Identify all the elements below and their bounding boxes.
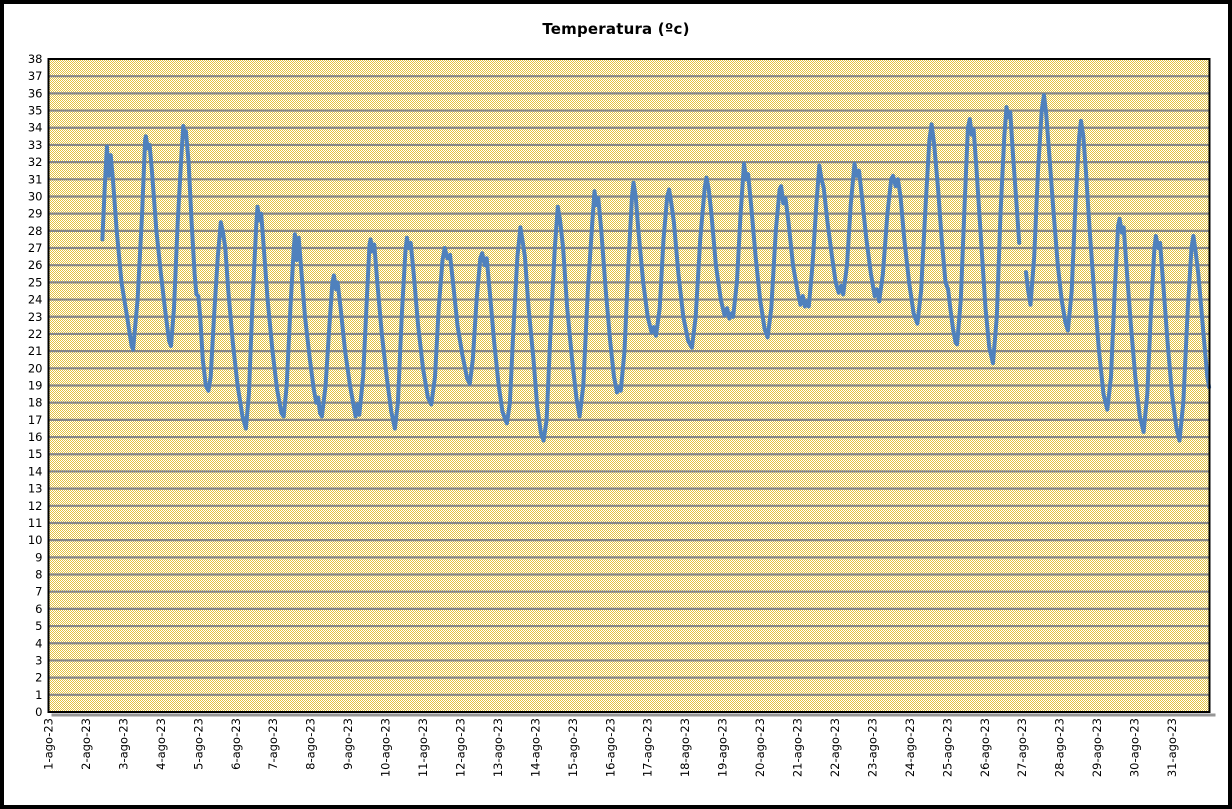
y-tick-label: 25	[28, 275, 43, 289]
x-tick-label: 18-ago-23	[678, 718, 692, 777]
x-axis-labels: 1-ago-23 2-ago-23 3-ago-23 4-ago-23 5-ago-23…	[42, 718, 1180, 777]
y-tick-label: 27	[28, 241, 43, 255]
x-tick-label: 7-ago-23	[266, 718, 280, 770]
y-tick-label: 33	[28, 138, 43, 152]
x-tick-label: 16-ago-23	[603, 718, 617, 777]
y-tick-label: 5	[35, 619, 42, 633]
gridlines	[48, 75, 1210, 696]
x-tick-label: 28-ago-23	[1053, 718, 1067, 777]
y-tick-label: 6	[35, 602, 42, 616]
y-tick-label: 24	[28, 293, 43, 307]
y-tick-label: 16	[28, 430, 43, 444]
x-tick-label: 27-ago-23	[1015, 718, 1029, 777]
y-tick-label: 9	[35, 550, 42, 564]
x-tick-label: 14-ago-23	[528, 718, 542, 777]
y-tick-label: 14	[28, 464, 43, 478]
y-tick-label: 8	[35, 568, 42, 582]
x-tick-label: 3-ago-23	[116, 718, 130, 770]
x-tick-label: 22-ago-23	[828, 718, 842, 777]
x-tick-label: 13-ago-23	[491, 718, 505, 777]
x-tick-label: 4-ago-23	[154, 718, 168, 770]
x-tick-label: 21-ago-23	[791, 718, 805, 777]
y-axis-labels: 0123456789101112131415161718192021222324…	[28, 52, 43, 719]
y-tick-label: 20	[28, 361, 43, 375]
x-tick-label: 15-ago-23	[566, 718, 580, 777]
y-tick-label: 31	[28, 172, 43, 186]
y-tick-label: 37	[28, 69, 43, 83]
x-tick-label: 10-ago-23	[379, 718, 393, 777]
y-tick-label: 34	[28, 121, 43, 135]
x-tick-label: 26-ago-23	[978, 718, 992, 777]
x-tick-label: 23-ago-23	[865, 718, 879, 777]
plot-area-shadow	[51, 713, 1216, 717]
x-tick-label: 31-ago-23	[1165, 718, 1179, 777]
x-tick-label: 12-ago-23	[454, 718, 468, 777]
y-tick-label: 3	[35, 653, 42, 667]
y-tick-label: 11	[28, 516, 43, 530]
y-tick-label: 0	[35, 705, 42, 719]
y-tick-label: 29	[28, 207, 43, 221]
x-tick-label: 2-ago-23	[79, 718, 93, 770]
x-tick-label: 17-ago-23	[641, 718, 655, 777]
x-tick-label: 5-ago-23	[191, 718, 205, 770]
y-tick-label: 35	[28, 104, 43, 118]
y-tick-label: 12	[28, 499, 43, 513]
y-tick-label: 10	[28, 533, 43, 547]
x-tick-label: 20-ago-23	[753, 718, 767, 777]
x-tick-label: 1-ago-23	[42, 718, 56, 770]
y-tick-label: 23	[28, 310, 43, 324]
x-tick-label: 11-ago-23	[416, 718, 430, 777]
x-tick-label: 25-ago-23	[940, 718, 954, 777]
y-tick-label: 19	[28, 379, 43, 393]
chart-title: Temperatura (ºc)	[542, 20, 690, 38]
y-tick-label: 28	[28, 224, 43, 238]
y-tick-label: 17	[28, 413, 43, 427]
x-tick-label: 19-ago-23	[716, 718, 730, 777]
y-tick-label: 26	[28, 258, 43, 272]
x-tick-label: 29-ago-23	[1090, 718, 1104, 777]
plot-area-border	[47, 58, 1211, 713]
y-tick-label: 15	[28, 447, 43, 461]
x-tick-label: 9-ago-23	[341, 718, 355, 770]
y-tick-label: 21	[28, 344, 43, 358]
temperature-series-line	[100, 93, 1212, 443]
y-tick-label: 30	[28, 189, 43, 203]
y-tick-label: 7	[35, 585, 42, 599]
y-tick-label: 38	[28, 52, 43, 66]
y-tick-label: 4	[35, 636, 42, 650]
x-tick-label: 8-ago-23	[304, 718, 318, 770]
y-tick-label: 22	[28, 327, 43, 341]
y-tick-label: 13	[28, 482, 43, 496]
x-tick-label: 6-ago-23	[229, 718, 243, 770]
x-tick-label: 24-ago-23	[903, 718, 917, 777]
y-tick-label: 1	[35, 688, 42, 702]
x-tick-label: 30-ago-23	[1128, 718, 1142, 777]
y-tick-label: 18	[28, 396, 43, 410]
y-tick-label: 32	[28, 155, 43, 169]
y-tick-label: 36	[28, 86, 43, 100]
y-tick-label: 2	[35, 671, 42, 685]
